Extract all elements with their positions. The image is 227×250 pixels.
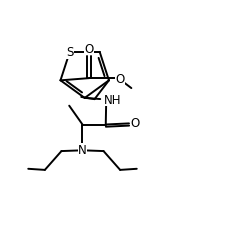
Text: NH: NH (104, 93, 121, 106)
Text: O: O (130, 117, 139, 130)
Text: O: O (85, 43, 94, 56)
Text: S: S (66, 46, 73, 59)
Text: O: O (115, 72, 125, 85)
Text: N: N (78, 144, 87, 157)
